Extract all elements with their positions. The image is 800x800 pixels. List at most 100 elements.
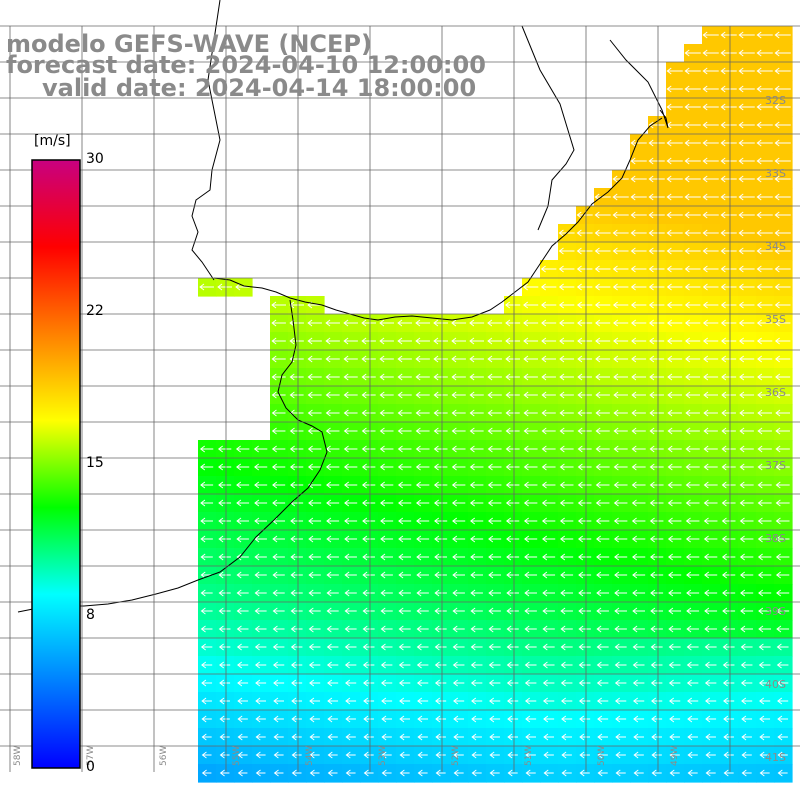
wind-arrow xyxy=(596,571,610,579)
wind-arrow xyxy=(703,553,718,561)
wind-arrow xyxy=(595,445,610,453)
wind-arrow xyxy=(578,607,591,615)
wind-arrow xyxy=(416,553,430,561)
wind-arrow xyxy=(614,697,627,705)
wind-arrow xyxy=(308,553,321,561)
wind-arrow xyxy=(720,49,737,57)
wind-arrow xyxy=(702,193,719,201)
wind-arrow xyxy=(648,247,665,255)
wind-arrow xyxy=(702,67,719,75)
wind-arrow xyxy=(703,373,719,381)
wind-arrow xyxy=(380,499,394,507)
wind-arrow xyxy=(218,499,232,507)
wind-arrow xyxy=(613,373,629,381)
wind-arrow xyxy=(273,697,285,705)
wind-arrow xyxy=(651,715,663,723)
wind-arrow xyxy=(541,463,556,471)
wind-arrow xyxy=(686,589,700,597)
wind-arrow xyxy=(289,373,304,381)
colorbar-tick-30: 30 xyxy=(86,151,104,167)
wind-arrow xyxy=(613,319,629,327)
wind-arrow xyxy=(290,607,303,615)
wind-arrow xyxy=(525,715,537,723)
wind-arrow xyxy=(452,643,465,651)
wind-arrow xyxy=(757,409,772,417)
wind-arrow xyxy=(579,769,590,777)
wind-arrow xyxy=(759,751,770,759)
wind-arrow xyxy=(487,373,502,381)
wind-arrow xyxy=(757,463,772,471)
wind-arrow xyxy=(218,535,231,543)
wind-arrow xyxy=(630,301,647,309)
wind-arrow xyxy=(738,211,755,219)
wind-arrow xyxy=(666,229,683,237)
wind-arrow xyxy=(523,517,538,525)
wind-arrow xyxy=(650,571,664,579)
wind-arrow xyxy=(522,283,539,291)
wind-arrow xyxy=(650,661,663,669)
wind-arrow xyxy=(685,427,700,435)
wind-arrow xyxy=(541,499,556,507)
wind-arrow xyxy=(433,499,448,507)
wind-arrow xyxy=(236,607,249,615)
lat-label: 38S xyxy=(765,532,786,545)
wind-arrow xyxy=(614,607,627,615)
wind-arrow xyxy=(236,643,249,651)
wind-arrow xyxy=(579,751,590,759)
wind-arrow xyxy=(290,481,304,489)
wind-arrow xyxy=(705,715,717,723)
wind-arrow xyxy=(704,625,717,633)
wind-arrow xyxy=(381,715,392,723)
wind-arrow xyxy=(630,229,647,237)
wind-arrow xyxy=(415,481,430,489)
wind-arrow xyxy=(487,499,502,507)
wind-arrow xyxy=(668,643,681,651)
wind-arrow xyxy=(417,751,428,759)
wind-arrow xyxy=(471,697,483,705)
wind-arrow xyxy=(199,445,214,453)
wind-arrow xyxy=(631,535,646,543)
wind-arrow xyxy=(272,481,286,489)
wind-arrow xyxy=(776,643,789,651)
wind-arrow xyxy=(326,625,339,633)
wind-arrow xyxy=(775,481,790,489)
wind-arrow xyxy=(739,355,755,363)
wind-arrow xyxy=(307,463,322,471)
wind-arrow xyxy=(578,553,592,561)
wind-arrow xyxy=(631,499,646,507)
wind-arrow xyxy=(738,319,755,327)
wind-arrow xyxy=(289,301,304,309)
wind-arrow xyxy=(451,373,466,381)
wind-arrow xyxy=(237,733,248,741)
wind-arrow xyxy=(541,373,556,381)
wind-arrow xyxy=(686,661,699,669)
wind-arrow xyxy=(577,481,592,489)
wind-arrow xyxy=(451,463,466,471)
wind-arrow xyxy=(558,301,575,309)
wind-arrow xyxy=(739,535,754,543)
wind-arrow xyxy=(559,319,575,327)
wind-arrow xyxy=(612,301,629,309)
wind-arrow xyxy=(541,481,556,489)
wind-arrow xyxy=(757,517,772,525)
wind-arrow xyxy=(757,499,772,507)
wind-arrow xyxy=(756,247,773,255)
wind-arrow xyxy=(721,535,736,543)
wind-arrow xyxy=(307,355,322,363)
wind-arrow xyxy=(327,715,338,723)
wind-arrow xyxy=(739,571,754,579)
wind-arrow xyxy=(738,337,755,345)
wind-arrow xyxy=(738,229,755,237)
wind-arrow xyxy=(308,661,321,669)
wind-arrow xyxy=(380,517,394,525)
wind-arrow xyxy=(469,499,484,507)
wind-arrow xyxy=(489,733,500,741)
wind-arrow xyxy=(433,481,448,489)
wind-arrow xyxy=(594,283,611,291)
wind-arrow xyxy=(757,373,773,381)
wind-arrow xyxy=(217,445,232,453)
wind-arrow xyxy=(776,607,790,615)
wind-arrow xyxy=(380,553,393,561)
wind-arrow xyxy=(273,769,284,777)
wind-arrow xyxy=(686,625,699,633)
